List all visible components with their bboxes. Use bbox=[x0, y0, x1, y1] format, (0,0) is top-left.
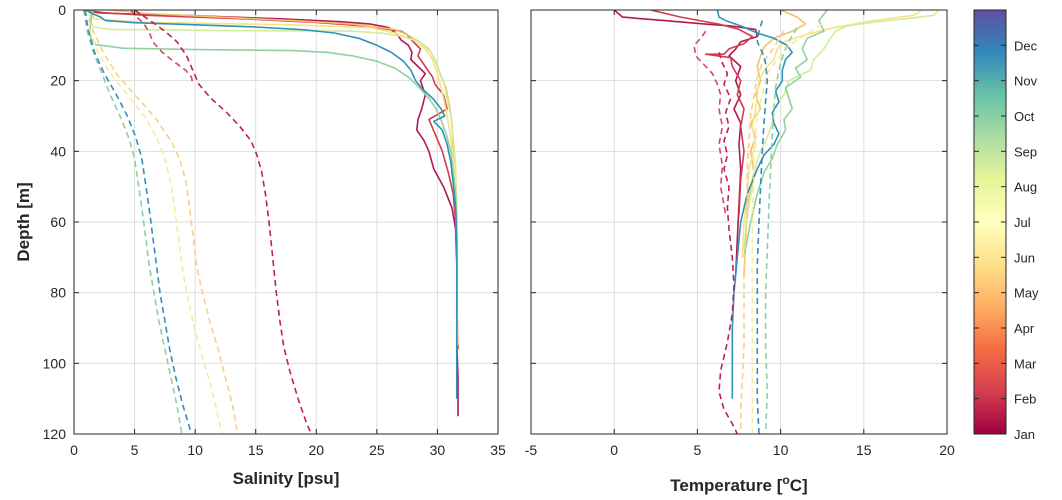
colorbar-label-oct: Oct bbox=[1014, 109, 1035, 124]
x-tick-label: 5 bbox=[694, 442, 702, 458]
x-tick-label: 25 bbox=[369, 442, 385, 458]
x-tick-label: 20 bbox=[308, 442, 324, 458]
colorbar-label-nov: Nov bbox=[1014, 74, 1038, 89]
colorbar-label-sep: Sep bbox=[1014, 144, 1037, 159]
x-tick-label: 10 bbox=[773, 442, 789, 458]
colorbar-label-jun: Jun bbox=[1014, 250, 1035, 265]
colorbar-label-jul: Jul bbox=[1014, 215, 1031, 230]
x-tick-label: 20 bbox=[939, 442, 955, 458]
series-line-nov-obs bbox=[716, 10, 793, 399]
series-line-jul-obs bbox=[741, 10, 923, 258]
colorbar: Jan Feb Mar Apr May Jun Jul Aug Sep Oct Nov Dec bbox=[973, 9, 1039, 442]
x-tick-label: 35 bbox=[490, 442, 506, 458]
colorbar-label-jan: Jan bbox=[1014, 427, 1035, 442]
series-line-sep-model bbox=[764, 27, 798, 434]
series-line-feb-obs bbox=[650, 10, 754, 215]
x-tick-label: 15 bbox=[856, 442, 872, 458]
colorbar-label-feb: Feb bbox=[1014, 392, 1036, 407]
series-line-jul-obs bbox=[91, 10, 458, 275]
depth-ylabel: Depth [m] bbox=[14, 182, 33, 261]
salinity-xlabel: Salinity [psu] bbox=[233, 469, 340, 488]
y-tick-label: 0 bbox=[58, 2, 66, 18]
salinity-ticks: 0 5 10 15 20 25 30 35 0 20 40 60 80 100 120 bbox=[43, 2, 506, 458]
x-tick-label: 0 bbox=[70, 442, 78, 458]
colorbar-ticks: Jan Feb Mar Apr May Jun Jul Aug Sep Oct Nov Dec bbox=[974, 38, 1039, 442]
series-line-nov-obs bbox=[85, 10, 458, 399]
y-tick-label: 100 bbox=[43, 355, 67, 371]
colorbar-label-mar: Mar bbox=[1014, 356, 1037, 371]
series-line-nov-model bbox=[756, 20, 769, 434]
series-line-jul-model bbox=[82, 10, 223, 434]
salinity-panel: 0 5 10 15 20 25 30 35 0 20 40 60 80 100 120 Salinity [… bbox=[14, 2, 506, 488]
x-tick-label: 5 bbox=[131, 442, 139, 458]
colorbar-gradient bbox=[974, 10, 1006, 434]
series-line-sep-obs bbox=[743, 10, 828, 258]
series-line-jan-model bbox=[718, 52, 739, 434]
x-tick-label: 10 bbox=[187, 442, 203, 458]
series-line-jun-model bbox=[84, 10, 239, 434]
series-line-sep-model bbox=[82, 10, 183, 434]
temperature-panel: -5 0 5 10 15 20 Temperature [oC] bbox=[525, 9, 955, 495]
series-line-feb-model bbox=[130, 10, 194, 85]
colorbar-label-may: May bbox=[1014, 286, 1039, 301]
y-tick-label: 40 bbox=[50, 143, 66, 159]
y-tick-label: 80 bbox=[50, 285, 66, 301]
temperature-lines bbox=[613, 10, 940, 434]
series-line-nov-model bbox=[84, 10, 193, 434]
series-line-jan-obs bbox=[613, 10, 759, 276]
temperature-xlabel: Temperature [oC] bbox=[670, 473, 807, 495]
colorbar-label-dec: Dec bbox=[1014, 38, 1038, 53]
series-line-aug-obs bbox=[88, 10, 458, 307]
y-tick-label: 20 bbox=[50, 73, 66, 89]
y-tick-label: 120 bbox=[43, 426, 67, 442]
x-tick-label: -5 bbox=[525, 442, 538, 458]
x-tick-label: 15 bbox=[248, 442, 264, 458]
salinity-lines bbox=[82, 10, 459, 434]
series-line-feb-model bbox=[693, 30, 727, 216]
colorbar-label-apr: Apr bbox=[1014, 321, 1035, 336]
x-tick-label: 0 bbox=[610, 442, 618, 458]
temperature-ticks: -5 0 5 10 15 20 bbox=[525, 9, 955, 458]
x-tick-label: 30 bbox=[430, 442, 446, 458]
y-tick-label: 60 bbox=[50, 214, 66, 230]
temperature-grid bbox=[530, 9, 948, 435]
series-line-jan-model bbox=[134, 10, 313, 434]
colorbar-label-aug: Aug bbox=[1014, 180, 1037, 195]
